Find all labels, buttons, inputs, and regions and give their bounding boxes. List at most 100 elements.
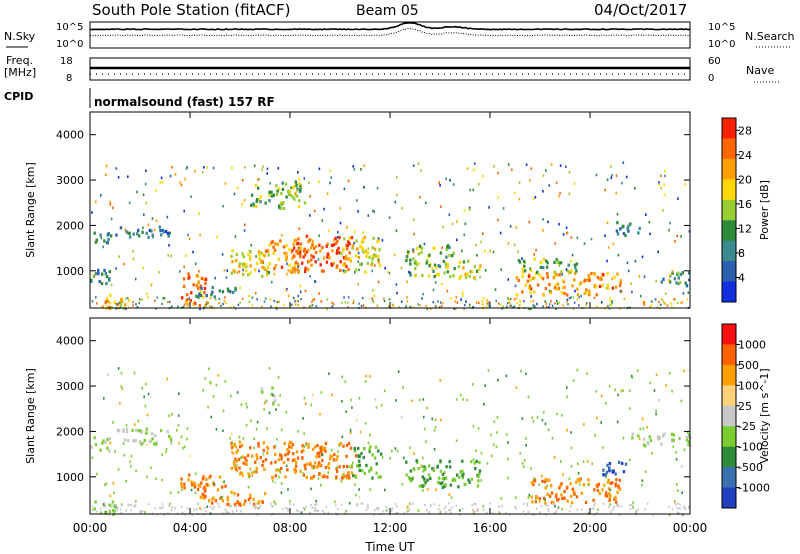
data-cell	[327, 471, 329, 474]
data-cell	[655, 280, 657, 283]
data-cell	[127, 298, 131, 302]
data-cell	[459, 393, 462, 397]
data-cell	[353, 241, 355, 245]
data-cell	[608, 505, 610, 508]
data-cell	[510, 304, 512, 307]
data-cell	[123, 453, 126, 457]
data-cell	[668, 280, 672, 284]
data-cell	[112, 421, 114, 424]
data-cell	[647, 442, 650, 446]
data-cell	[473, 264, 476, 269]
data-cell	[94, 240, 98, 244]
data-cell	[222, 303, 224, 306]
data-cell	[245, 458, 248, 463]
data-cell	[439, 459, 442, 463]
data-cell	[676, 301, 679, 304]
data-cell	[115, 167, 118, 170]
data-cell	[565, 486, 569, 490]
data-cell	[207, 301, 209, 304]
data-cell	[360, 502, 362, 505]
data-cell	[299, 250, 302, 254]
data-cell	[491, 512, 494, 515]
data-cell	[397, 370, 400, 373]
data-cell	[469, 188, 471, 192]
data-cell	[168, 504, 170, 508]
data-cell	[477, 507, 479, 510]
data-cell	[424, 504, 426, 507]
data-cell	[132, 304, 134, 307]
data-cell	[545, 513, 547, 517]
data-cell	[245, 462, 248, 466]
data-cell	[204, 277, 208, 281]
data-cell	[342, 475, 346, 479]
data-cell	[144, 182, 147, 186]
data-cell	[490, 454, 493, 458]
data-cell	[389, 513, 391, 516]
data-cell	[298, 199, 301, 203]
data-cell	[460, 298, 462, 301]
data-cell	[338, 251, 341, 255]
data-cell	[109, 200, 111, 204]
data-cell	[538, 500, 541, 503]
data-cell	[112, 206, 114, 210]
data-cell	[555, 287, 559, 291]
data-cell	[586, 511, 589, 514]
data-cell	[426, 488, 429, 491]
data-cell	[326, 298, 329, 301]
data-cell	[371, 261, 374, 265]
data-cell	[291, 303, 293, 307]
data-cell	[554, 242, 556, 245]
data-cell	[525, 443, 527, 447]
data-cell	[193, 508, 195, 511]
data-cell	[211, 497, 214, 501]
data-cell	[609, 488, 612, 492]
data-cell	[91, 509, 94, 512]
data-cell	[360, 168, 362, 171]
data-cell	[425, 261, 428, 265]
data-cell	[355, 419, 358, 422]
data-cell	[125, 427, 129, 431]
data-cell	[555, 511, 557, 514]
data-cell	[429, 307, 432, 310]
data-cell	[261, 463, 264, 468]
data-cell	[255, 262, 259, 266]
data-cell	[555, 307, 557, 310]
data-cell	[113, 300, 116, 304]
data-cell	[305, 505, 307, 508]
data-cell	[265, 269, 269, 273]
data-cell	[644, 470, 647, 473]
data-cell	[244, 499, 247, 503]
data-cell	[260, 251, 263, 255]
data-cell	[419, 196, 421, 199]
data-cell	[155, 219, 158, 223]
data-cell	[632, 501, 634, 504]
data-cell	[458, 277, 461, 281]
nsky-panel	[89, 21, 691, 49]
data-cell	[370, 468, 373, 472]
data-cell	[573, 263, 577, 267]
data-cell	[291, 256, 294, 260]
data-cell	[609, 303, 612, 307]
data-cell	[388, 216, 391, 219]
data-cell	[568, 170, 571, 174]
data-cell	[412, 248, 415, 252]
data-cell	[418, 244, 422, 248]
data-cell	[204, 303, 207, 307]
data-cell	[322, 447, 326, 451]
data-cell	[211, 290, 214, 294]
data-cell	[494, 288, 497, 291]
data-cell	[602, 446, 604, 449]
data-cell	[90, 445, 93, 449]
data-cell	[441, 485, 445, 489]
data-cell	[286, 468, 289, 472]
data-cell	[285, 289, 287, 292]
data-cell	[92, 274, 95, 277]
data-cell	[169, 174, 172, 178]
data-cell	[266, 167, 269, 171]
data-cell	[248, 257, 252, 261]
data-cell	[345, 410, 347, 413]
data-cell	[324, 449, 327, 453]
data-cell	[555, 509, 558, 513]
data-cell	[641, 417, 644, 421]
data-cell	[549, 303, 551, 306]
